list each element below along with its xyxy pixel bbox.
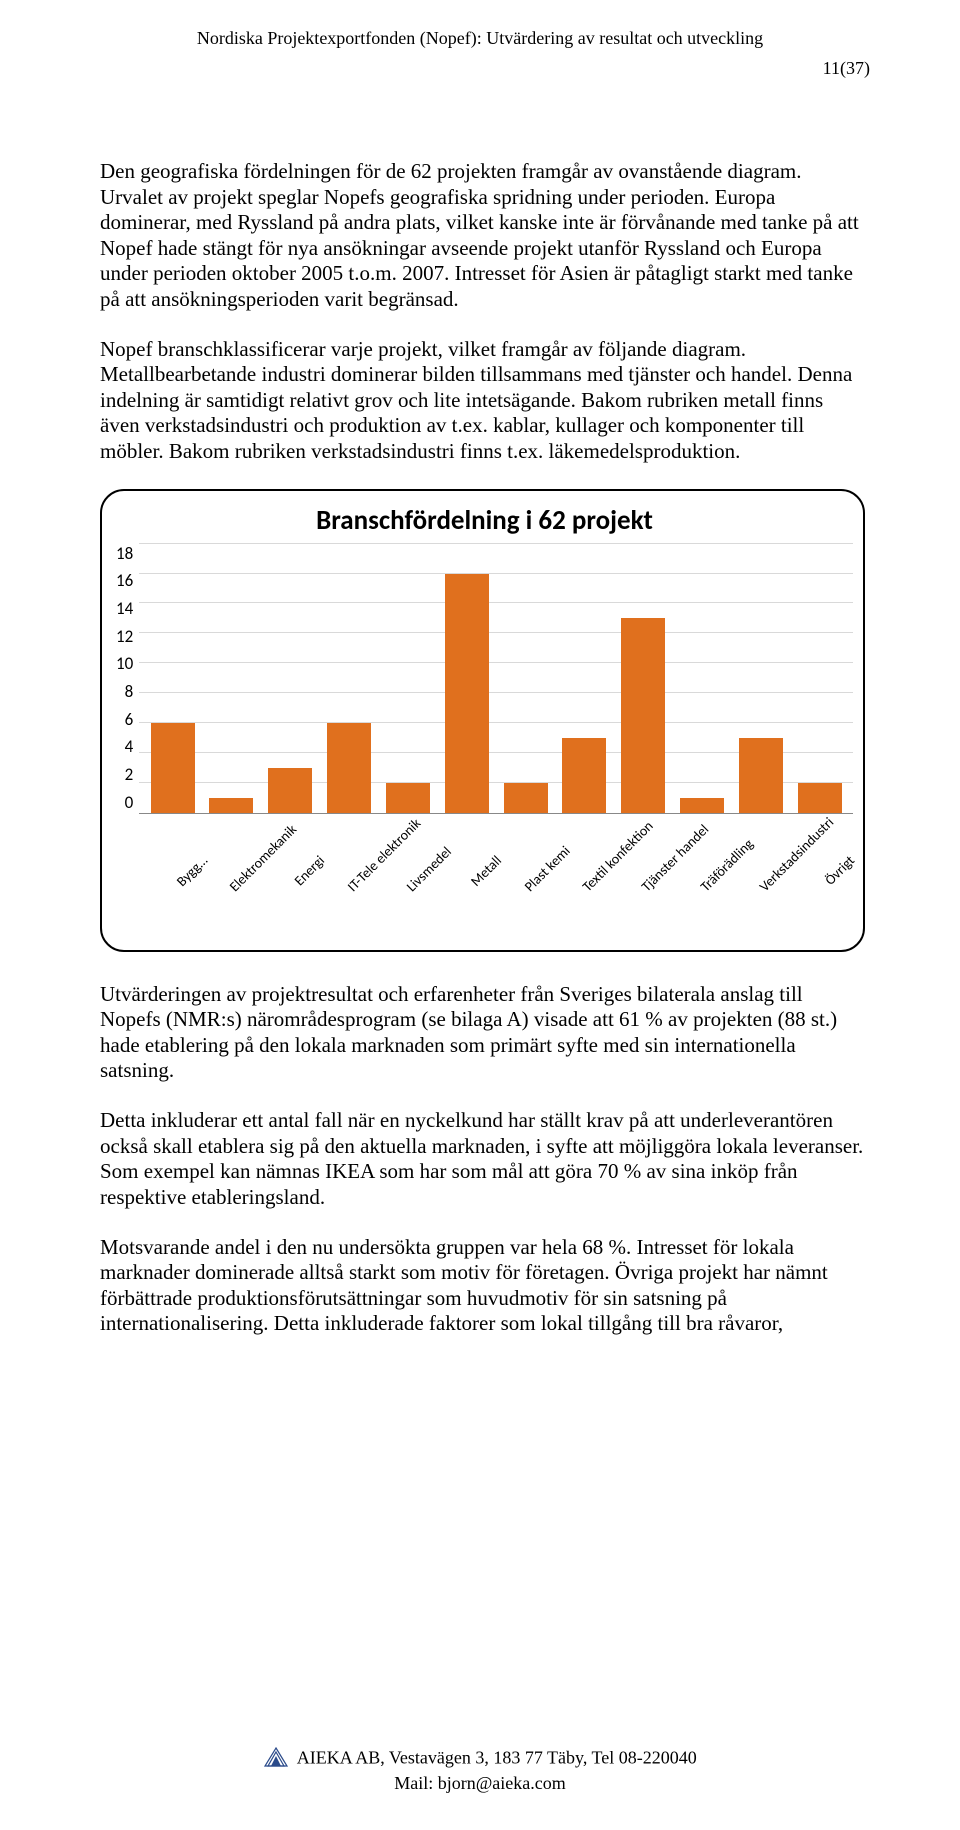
y-tick-label: 4 <box>116 737 133 758</box>
bar <box>621 618 665 812</box>
footer-logo-icon <box>263 1746 289 1773</box>
x-tick-label: IT-Tele elektronik <box>344 852 387 895</box>
x-tick-label: Livsmedel <box>403 852 446 895</box>
x-tick-label: Energi <box>285 852 328 895</box>
bar <box>151 723 195 813</box>
page-number: 11(37) <box>823 58 870 79</box>
bar <box>680 798 724 813</box>
y-tick-label: 2 <box>116 765 133 786</box>
x-tick-label: Plast kemi <box>520 852 563 895</box>
bar <box>504 783 548 813</box>
bar <box>386 783 430 813</box>
y-tick-label: 6 <box>116 710 133 731</box>
chart-plot-wrap: Bygg… Elektromekanik Energi IT-Tele elektro… <box>139 544 853 940</box>
chart-plot <box>139 544 853 814</box>
chart-x-label-area: Bygg… Elektromekanik Energi IT-Tele elektro… <box>139 820 853 940</box>
bar <box>739 738 783 813</box>
bar <box>327 723 371 813</box>
chart-y-axis: 18 16 14 12 10 8 6 4 2 0 <box>116 544 139 814</box>
paragraph-1: Den geografiska fördelningen för de 62 p… <box>100 159 865 313</box>
footer-line1: AIEKA AB, Vestavägen 3, 183 77 Täby, Tel… <box>297 1748 697 1768</box>
chart-body: 18 16 14 12 10 8 6 4 2 0 Bygg… Elektromekanik Energ… <box>116 544 853 940</box>
x-tick-label: Textil konfektion <box>579 852 622 895</box>
x-tick-label: Övrigt <box>814 852 857 895</box>
y-tick-label: 8 <box>116 682 133 703</box>
bar <box>562 738 606 813</box>
y-tick-label: 10 <box>116 654 133 675</box>
y-tick-label: 14 <box>116 599 133 620</box>
x-tick-label: Bygg… <box>168 852 211 895</box>
x-tick-label: Träförädling <box>697 852 740 895</box>
chart-x-labels: Bygg…ElektromekanikEnergiIT-Tele elektro… <box>139 820 853 837</box>
chart-title: Branschfördelning i 62 projekt <box>116 505 853 538</box>
page-content: Den geografiska fördelningen för de 62 p… <box>0 49 960 1337</box>
bar <box>268 768 312 813</box>
page-footer: AIEKA AB, Vestavägen 3, 183 77 Täby, Tel… <box>0 1746 960 1794</box>
x-tick-label: Verkstadsindustri <box>756 852 799 895</box>
paragraph-5: Motsvarande andel i den nu undersökta gr… <box>100 1235 865 1337</box>
paragraph-2: Nopef branschklassificerar varje projekt… <box>100 337 865 465</box>
paragraph-3: Utvärderingen av projektresultat och erf… <box>100 982 865 1084</box>
y-tick-label: 0 <box>116 793 133 814</box>
x-tick-label: Tjänster handel <box>638 852 681 895</box>
paragraph-4: Detta inkluderar ett antal fall när en n… <box>100 1108 865 1210</box>
y-tick-label: 18 <box>116 544 133 565</box>
x-tick-label: Elektromekanik <box>226 852 269 895</box>
page-header: Nordiska Projektexportfonden (Nopef): Ut… <box>0 0 960 49</box>
bar <box>209 798 253 813</box>
bar-chart-frame: Branschfördelning i 62 projekt 181614121… <box>100 489 865 952</box>
header-title: Nordiska Projektexportfonden (Nopef): Ut… <box>197 28 763 48</box>
bar <box>445 574 489 813</box>
x-tick-label: Metall <box>462 852 505 895</box>
chart-bars <box>139 544 853 813</box>
y-tick-label: 16 <box>116 571 133 592</box>
y-tick-label: 12 <box>116 627 133 648</box>
footer-line2: Mail: bjorn@aieka.com <box>394 1773 566 1793</box>
bar <box>798 783 842 813</box>
